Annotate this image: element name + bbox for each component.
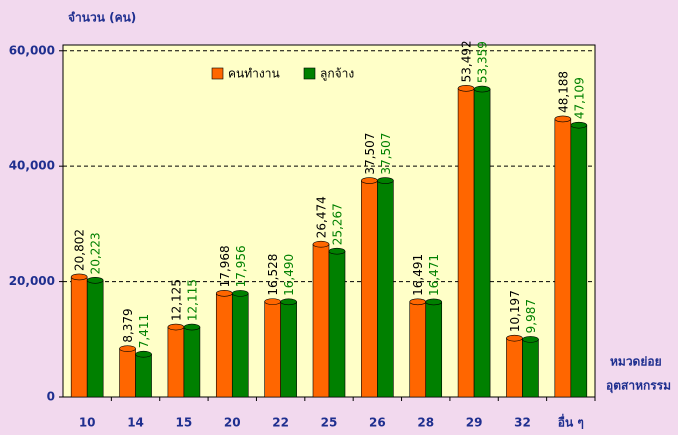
data-label: 17,956 <box>234 245 248 287</box>
bar-cap <box>522 336 539 343</box>
bar-cap <box>554 115 572 123</box>
x-tick-label: 20 <box>224 416 241 430</box>
bar <box>425 301 443 398</box>
data-label: 53,359 <box>476 41 490 83</box>
bar-cap <box>473 85 491 93</box>
bar-cap <box>312 240 330 248</box>
data-label: 10,197 <box>508 290 522 332</box>
x-tick-label: 26 <box>369 416 386 430</box>
data-label: 12,115 <box>185 279 199 321</box>
bar-cap <box>215 290 233 297</box>
data-label: 53,492 <box>460 40 474 82</box>
x-tick-label: 22 <box>272 416 289 430</box>
x-tick-label: 29 <box>466 416 483 430</box>
data-label: 9,987 <box>524 299 538 333</box>
bar-cap <box>361 177 378 184</box>
bar <box>570 124 588 398</box>
x-tick-label: อื่น ๆ <box>558 414 584 430</box>
bar <box>457 88 475 398</box>
bar <box>506 337 523 398</box>
bar-cap <box>70 273 88 281</box>
bar-cap <box>457 85 475 92</box>
data-label: 37,507 <box>363 133 377 175</box>
x-tick-label: 10 <box>79 416 96 430</box>
x-tick-label: 25 <box>321 416 338 430</box>
bar-cap <box>328 247 346 255</box>
bar <box>554 118 572 398</box>
data-label: 48,188 <box>556 71 570 113</box>
x-tick-label: 15 <box>176 416 193 430</box>
data-label: 7,411 <box>137 314 151 348</box>
bar <box>183 326 201 398</box>
y-tick-label: 60,000 <box>9 43 55 57</box>
bar <box>135 353 152 398</box>
bar-cap <box>119 345 136 352</box>
data-label: 8,379 <box>121 308 135 342</box>
data-label: 20,802 <box>73 229 87 271</box>
bar-cap <box>377 177 394 184</box>
data-label: 16,490 <box>282 254 296 296</box>
bar-cap <box>506 334 523 342</box>
data-label: 16,471 <box>427 254 441 296</box>
data-label: 16,528 <box>266 254 280 296</box>
data-label: 26,474 <box>315 196 329 238</box>
x-tick-label: 28 <box>417 416 434 430</box>
bar-cap <box>570 121 588 129</box>
bar <box>167 326 185 398</box>
x-tick-label: 14 <box>127 416 144 430</box>
bar <box>231 293 249 398</box>
y-tick-label: 20,000 <box>9 274 55 288</box>
y-axis-label: จำนวน (คน) <box>68 11 136 25</box>
data-label: 37,507 <box>379 133 393 175</box>
data-label: 47,109 <box>572 77 586 119</box>
data-label: 16,491 <box>411 254 425 296</box>
bar <box>312 243 330 398</box>
x-axis-label: หมวดย่อย <box>610 355 662 369</box>
bar-cap <box>86 277 104 284</box>
bar-cap <box>167 323 185 331</box>
bar <box>377 180 394 398</box>
bar-cap <box>264 298 281 305</box>
y-tick-label: 0 <box>47 390 55 404</box>
bar <box>119 348 136 398</box>
bar-cap <box>231 290 249 297</box>
bar <box>280 301 297 398</box>
x-axis-label: อุตสาหกรรม <box>606 379 671 394</box>
data-label: 25,267 <box>331 203 345 245</box>
legend-label: คนทำงาน <box>228 67 280 81</box>
x-tick-label: 32 <box>514 416 531 430</box>
bar <box>409 301 427 398</box>
bar <box>361 180 378 398</box>
bar-cap <box>409 298 427 306</box>
bar-cap <box>280 298 297 306</box>
data-label: 17,968 <box>218 245 232 287</box>
bar-cap <box>135 350 152 358</box>
bar <box>473 88 491 398</box>
bar-cap <box>425 298 443 306</box>
bar <box>328 250 346 398</box>
bar <box>215 293 233 398</box>
bar-cap <box>183 323 201 331</box>
bar <box>264 301 281 398</box>
y-tick-label: 40,000 <box>9 159 55 173</box>
data-label: 12,125 <box>169 279 183 321</box>
bar <box>522 339 539 398</box>
legend-label: ลูกจ้าง <box>320 67 354 82</box>
legend-swatch <box>211 67 224 80</box>
legend-swatch <box>303 67 316 80</box>
bar <box>70 276 88 398</box>
data-label: 20,223 <box>89 232 103 274</box>
bar <box>86 280 104 398</box>
